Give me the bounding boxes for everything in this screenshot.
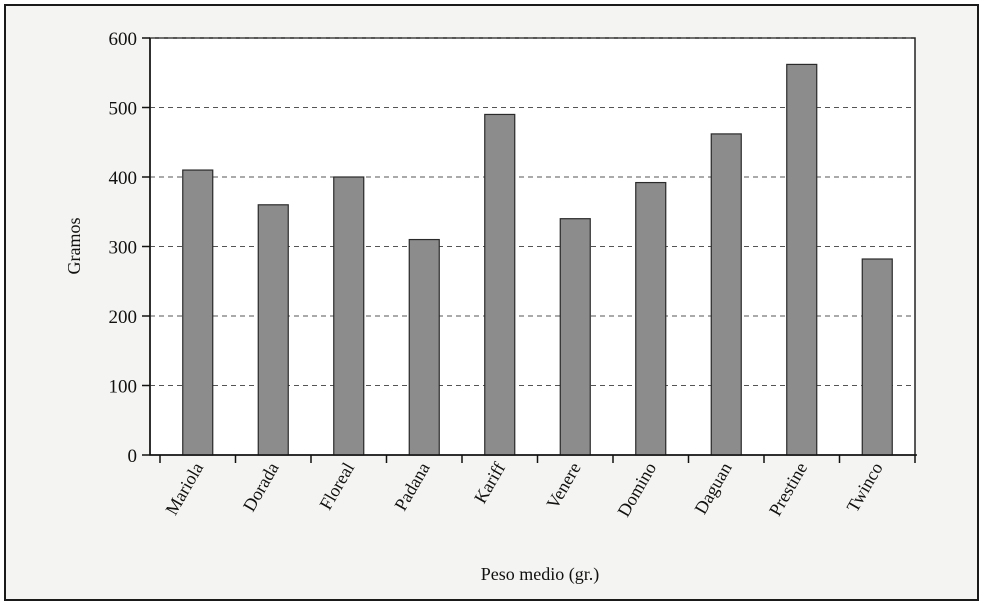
bar-venere [559,218,591,456]
y-tick-label: 100 [109,377,138,398]
x-tick-label: Domino [613,459,660,520]
y-tick-label: 300 [109,238,138,259]
x-tick-label: Prestine [765,459,811,519]
x-axis-title: Peso medio (gr.) [481,564,600,585]
x-tick-label: Padana [390,459,433,514]
x-tick-label: Twinco [843,459,887,516]
x-tick-label: Daguan [690,459,735,517]
bar-domino [635,181,667,456]
bars [182,63,893,456]
bar-floreal [333,176,365,456]
x-tick-label: Mariola [161,459,207,518]
y-tick-label: 400 [109,168,138,189]
bar-dorada [257,204,289,456]
x-tick-label: Floreal [315,459,358,513]
bar-kariff [484,113,516,456]
y-axis-title: Gramos [64,218,84,275]
bar-twinco [861,258,893,456]
axes [142,37,917,463]
y-tick-label: 600 [109,29,138,50]
bar-padana [408,238,440,456]
y-tick-label: 500 [109,99,138,120]
bar-mariola [182,169,214,456]
x-tick-labels: Mariola Dorada Floreal Padana Kariff Venere Do… [161,459,886,520]
x-tick-label: Venere [542,459,584,512]
x-tick-label: Kariff [470,459,509,507]
y-tick-labels: 0 100 200 300 400 500 600 [109,29,138,467]
bar-daguan [710,133,742,456]
x-tick-label: Dorada [239,459,283,515]
y-tick-label: 0 [128,446,138,467]
bar-prestine [786,63,818,456]
y-tick-label: 200 [109,307,138,328]
